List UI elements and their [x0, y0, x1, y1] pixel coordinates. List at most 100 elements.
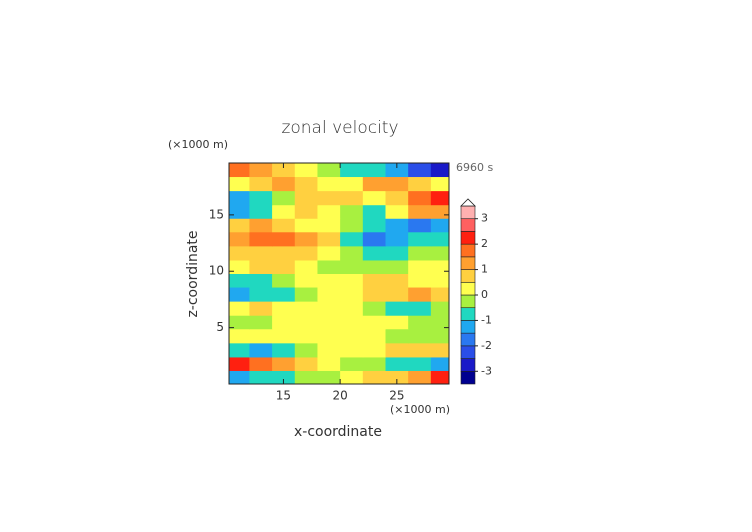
- cell: [340, 328, 364, 344]
- cell: [430, 218, 450, 233]
- cell: [340, 342, 364, 358]
- cell: [385, 163, 409, 178]
- cell: [249, 204, 273, 219]
- cell: [272, 370, 296, 385]
- cell: [385, 315, 409, 330]
- cell: [362, 176, 386, 192]
- cell: [408, 342, 432, 358]
- chart-title: zonal velocity: [281, 118, 398, 138]
- colorbar-tick-label: 1: [481, 263, 488, 276]
- x-axis-label: x-coordinate: [294, 424, 382, 440]
- cell: [430, 245, 450, 261]
- cell: [294, 356, 318, 371]
- cell: [272, 328, 296, 344]
- cell: [362, 190, 386, 206]
- cell: [317, 370, 341, 385]
- cell: [229, 190, 250, 206]
- cell: [317, 356, 341, 371]
- cell: [272, 273, 296, 288]
- cell: [340, 273, 364, 288]
- cell: [408, 245, 432, 261]
- cell: [317, 301, 341, 316]
- colorbar-band: [460, 370, 476, 385]
- cell: [430, 273, 450, 288]
- cell: [362, 328, 386, 344]
- cell: [408, 218, 432, 233]
- cell: [249, 342, 273, 358]
- cell: [340, 190, 364, 206]
- cell: [430, 259, 450, 274]
- cell: [229, 163, 250, 178]
- cell: [272, 245, 296, 261]
- cell: [385, 176, 409, 192]
- cell: [340, 163, 364, 178]
- colorbar-band: [460, 205, 476, 220]
- cell: [229, 259, 250, 274]
- cell: [249, 190, 273, 206]
- cell: [385, 204, 409, 219]
- cell: [362, 370, 386, 385]
- cell: [272, 342, 296, 358]
- cell: [294, 301, 318, 316]
- cell: [385, 356, 409, 371]
- cell: [385, 259, 409, 274]
- cell: [408, 370, 432, 385]
- cell: [249, 370, 273, 385]
- cell: [340, 204, 364, 219]
- cell: [272, 259, 296, 274]
- cell: [229, 273, 250, 288]
- colorbar-tick-label: -1: [481, 313, 492, 326]
- x-tick-label: 15: [276, 389, 291, 403]
- cell: [317, 287, 341, 302]
- cell: [340, 245, 364, 261]
- cell: [362, 287, 386, 302]
- cell: [249, 245, 273, 261]
- cell: [272, 315, 296, 330]
- cell: [362, 259, 386, 274]
- cell: [317, 190, 341, 206]
- y-tick-label: 5: [216, 320, 224, 334]
- cell: [408, 231, 432, 247]
- colorbar-band: [460, 358, 476, 372]
- cell: [340, 218, 364, 233]
- cell: [385, 231, 409, 247]
- colorbar-band: [460, 320, 476, 334]
- cell: [408, 204, 432, 219]
- cell: [229, 370, 250, 385]
- cell: [362, 163, 386, 178]
- cell: [272, 231, 296, 247]
- cell: [317, 231, 341, 247]
- cell: [362, 301, 386, 316]
- overlay: 15 20 25 5 10 15 -3 -2 -1 0 1 2 3: [209, 162, 492, 403]
- cell: [340, 176, 364, 192]
- cell: [272, 356, 296, 371]
- colorbar-extension: [460, 198, 476, 207]
- cell: [317, 328, 341, 344]
- plot-frame: [228, 162, 450, 385]
- cell: [408, 259, 432, 274]
- colorbar-tick-label: -3: [481, 364, 492, 377]
- y-axis-label: z-coordinate: [185, 230, 201, 317]
- cell: [385, 245, 409, 261]
- colorbar-tick-label: 0: [481, 288, 488, 301]
- cell: [317, 163, 341, 178]
- x-tick-label: 25: [389, 389, 404, 403]
- cell: [272, 204, 296, 219]
- colorbar-tick-label: 3: [481, 212, 488, 225]
- colorbar-band: [460, 231, 476, 245]
- cell: [272, 176, 296, 192]
- cell: [408, 328, 432, 344]
- cell: [430, 163, 450, 178]
- cell: [317, 342, 341, 358]
- cell: [362, 342, 386, 358]
- cell: [385, 328, 409, 344]
- cell: [272, 218, 296, 233]
- cell: [430, 204, 450, 219]
- colorbar-band: [460, 269, 476, 283]
- cell: [294, 370, 318, 385]
- cell: [272, 190, 296, 206]
- cell: [430, 176, 450, 192]
- cell: [362, 315, 386, 330]
- cell: [430, 370, 450, 385]
